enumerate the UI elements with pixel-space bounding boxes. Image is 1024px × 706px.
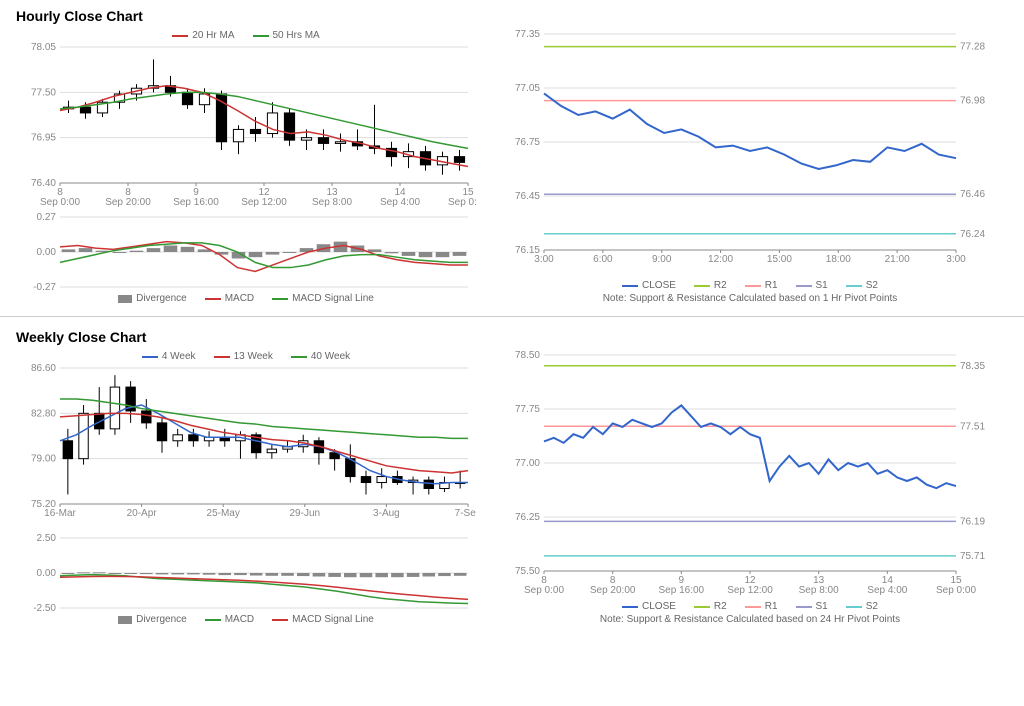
svg-text:9:00: 9:00	[652, 254, 672, 265]
weekly-macd-chart: -2.50 0.00 2.50	[16, 532, 476, 612]
svg-text:18:00: 18:00	[826, 254, 851, 265]
svg-text:Sep 0:00: Sep 0:00	[448, 197, 476, 208]
weekly-price-chart: 75.2079.0082.8086.6016-Mar20-Apr25-May29…	[16, 362, 476, 532]
svg-text:25-May: 25-May	[207, 508, 240, 519]
svg-text:77.51: 77.51	[960, 421, 985, 432]
svg-text:77.75: 77.75	[515, 404, 540, 415]
svg-text:79.00: 79.00	[31, 454, 56, 465]
svg-text:29-Jun: 29-Jun	[290, 508, 321, 519]
hourly-price-legend: 20 Hr MA50 Hrs MA	[16, 30, 476, 41]
svg-text:-2.50: -2.50	[33, 603, 56, 612]
svg-text:0.27: 0.27	[37, 212, 57, 223]
section-divider	[0, 316, 1024, 317]
svg-text:0.00: 0.00	[37, 568, 57, 579]
svg-text:21:00: 21:00	[885, 254, 910, 265]
svg-text:76.19: 76.19	[960, 516, 985, 527]
hourly-price-chart: 76.4076.9577.5078.058Sep 0:008Sep 20:009…	[16, 41, 476, 211]
svg-text:82.80: 82.80	[31, 408, 56, 419]
hourly-title: Hourly Close Chart	[16, 8, 1008, 24]
svg-text:Sep 20:00: Sep 20:00	[590, 585, 636, 596]
svg-text:Sep 4:00: Sep 4:00	[380, 197, 420, 208]
svg-text:3-Aug: 3-Aug	[373, 508, 400, 519]
svg-text:Sep 16:00: Sep 16:00	[173, 197, 219, 208]
svg-text:16-Mar: 16-Mar	[44, 508, 76, 519]
weekly-title: Weekly Close Chart	[16, 329, 1008, 345]
hourly-macd-chart: -0.27 0.00 0.27	[16, 211, 476, 291]
svg-text:76.95: 76.95	[31, 133, 56, 144]
svg-text:75.50: 75.50	[515, 566, 540, 577]
svg-text:76.25: 76.25	[515, 512, 540, 523]
svg-text:76.40: 76.40	[31, 178, 56, 189]
svg-text:76.24: 76.24	[960, 229, 985, 240]
weekly-price-legend: 4 Week13 Week40 Week	[16, 351, 476, 362]
hourly-macd-legend: DivergenceMACDMACD Signal Line	[16, 293, 476, 304]
weekly-section: Weekly Close Chart 4 Week13 Week40 Week …	[0, 321, 1024, 629]
hourly-pivot-legend: CLOSER2R1S1S2	[500, 280, 1000, 291]
weekly-pivot-chart: 75.50 76.25 77.00 77.75 78.50 78.35 77.51 76.19…	[500, 349, 1000, 599]
svg-text:77.35: 77.35	[515, 29, 540, 40]
svg-text:75.71: 75.71	[960, 551, 985, 562]
svg-text:77.05: 77.05	[515, 83, 540, 94]
svg-text:78.35: 78.35	[960, 361, 985, 372]
svg-text:78.50: 78.50	[515, 350, 540, 361]
svg-text:2.50: 2.50	[37, 533, 57, 544]
svg-text:77.50: 77.50	[31, 87, 56, 98]
svg-text:6:00: 6:00	[593, 254, 613, 265]
svg-text:3:00: 3:00	[946, 254, 966, 265]
svg-text:Sep 0:00: Sep 0:00	[936, 585, 976, 596]
svg-text:Sep 8:00: Sep 8:00	[312, 197, 352, 208]
svg-text:Sep 20:00: Sep 20:00	[105, 197, 151, 208]
svg-text:20-Apr: 20-Apr	[127, 508, 158, 519]
hourly-pivot-note: Note: Support & Resistance Calculated ba…	[500, 293, 1000, 304]
svg-text:76.75: 76.75	[515, 137, 540, 148]
svg-text:76.45: 76.45	[515, 191, 540, 202]
svg-text:-0.27: -0.27	[33, 282, 56, 291]
svg-text:Sep 0:00: Sep 0:00	[40, 197, 80, 208]
weekly-pivot-legend: CLOSER2R1S1S2	[500, 601, 1000, 612]
svg-text:86.60: 86.60	[31, 363, 56, 374]
svg-text:77.00: 77.00	[515, 458, 540, 469]
weekly-pivot-note: Note: Support & Resistance Calculated ba…	[500, 614, 1000, 625]
svg-text:12:00: 12:00	[708, 254, 733, 265]
hourly-pivot-chart: 76.1576.4576.7577.0577.3577.2876.9876.46…	[500, 28, 1000, 278]
svg-text:76.98: 76.98	[960, 96, 985, 107]
svg-text:77.28: 77.28	[960, 42, 985, 53]
svg-text:0.00: 0.00	[37, 247, 57, 258]
svg-text:Sep 4:00: Sep 4:00	[867, 585, 907, 596]
svg-text:Sep 16:00: Sep 16:00	[659, 585, 705, 596]
svg-text:Sep 8:00: Sep 8:00	[799, 585, 839, 596]
hourly-section: Hourly Close Chart 20 Hr MA50 Hrs MA 76.…	[0, 0, 1024, 308]
svg-text:7-Sep: 7-Sep	[455, 508, 476, 519]
svg-text:Sep 0:00: Sep 0:00	[524, 585, 564, 596]
svg-text:15:00: 15:00	[767, 254, 792, 265]
svg-text:Sep 12:00: Sep 12:00	[241, 197, 287, 208]
svg-text:76.46: 76.46	[960, 189, 985, 200]
svg-text:78.05: 78.05	[31, 42, 56, 53]
svg-text:Sep 12:00: Sep 12:00	[727, 585, 773, 596]
svg-text:3:00: 3:00	[534, 254, 554, 265]
weekly-macd-legend: DivergenceMACDMACD Signal Line	[16, 614, 476, 625]
